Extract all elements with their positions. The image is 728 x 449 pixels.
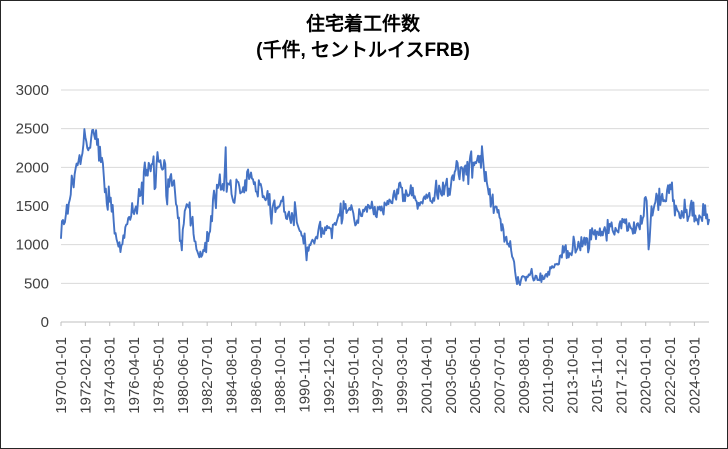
x-axis-tick-label: 2022-02-01: [662, 337, 679, 414]
chart-title-line1: 住宅着工件数: [306, 12, 421, 35]
x-axis-labels: 1970-01-01 1972-02-01 1974-03-01 1976-04-01…: [53, 337, 703, 414]
gridlines: [61, 89, 709, 284]
x-axis-tick-label: 2013-10-01: [565, 337, 582, 414]
x-axis-tick-label: 1999-03-01: [394, 337, 411, 414]
x-axis-tick-label: 2011-09-01: [540, 337, 557, 413]
x-axis-tick-label: 2024-03-01: [686, 337, 703, 414]
x-axis-tick-label: 1972-02-01: [77, 337, 94, 414]
x-axis-tick-label: 2020-01-01: [638, 337, 655, 414]
x-axis-tick-label: 2001-04-01: [418, 337, 435, 414]
x-axis-tick-label: 1970-01-01: [53, 337, 70, 414]
x-axis-tick-label: 1995-01-01: [345, 337, 362, 414]
x-axis-tick-label: 1980-06-01: [175, 337, 192, 414]
y-axis-tick-label: 500: [24, 275, 49, 292]
y-axis-tick-label: 1500: [16, 198, 49, 215]
x-axis-tick-label: 2009-08-01: [516, 337, 533, 414]
y-axis-tick-label: 0: [41, 314, 49, 331]
y-axis-tick-label: 2500: [16, 121, 49, 138]
x-axis-tick-label: 2017-12-01: [613, 337, 630, 414]
x-axis-tick-label: 1997-02-01: [370, 337, 387, 414]
x-axis-tick-label: 2007-07-01: [491, 337, 508, 414]
housing-starts-line-path: [60, 128, 710, 286]
x-axis-tick-label: 1984-08-01: [224, 337, 241, 414]
x-axis-tick-label: 2015-11-01: [589, 337, 606, 413]
x-axis-tick-label: 1988-10-01: [272, 337, 289, 414]
x-axis-tick-label: 1974-03-01: [102, 337, 119, 414]
y-axis-tick-label: 1000: [16, 237, 49, 254]
axes: [60, 321, 709, 326]
y-axis-tick-label: 2000: [16, 159, 49, 176]
y-axis-tick-label: 3000: [16, 82, 49, 99]
x-axis-tick-label: 1978-05-01: [150, 337, 167, 414]
x-axis-tick-label: 2005-06-01: [467, 337, 484, 414]
housing-starts-series: [60, 128, 710, 286]
x-axis-tick-label: 1976-04-01: [126, 337, 143, 414]
y-axis-labels: 0 500 1000 1500 2000 2500 3000: [16, 82, 49, 331]
x-axis-tick-label: 1992-12-01: [321, 337, 338, 414]
x-axis-tick-label: 1990-11-01: [297, 337, 314, 413]
chart-title-line2: (千件, セントルイスFRB): [256, 38, 470, 61]
x-axis-tick-label: 2003-05-01: [443, 337, 460, 414]
x-axis-tick-label: 1986-09-01: [248, 337, 265, 414]
x-axis-tick-label: 1982-07-01: [199, 337, 216, 414]
